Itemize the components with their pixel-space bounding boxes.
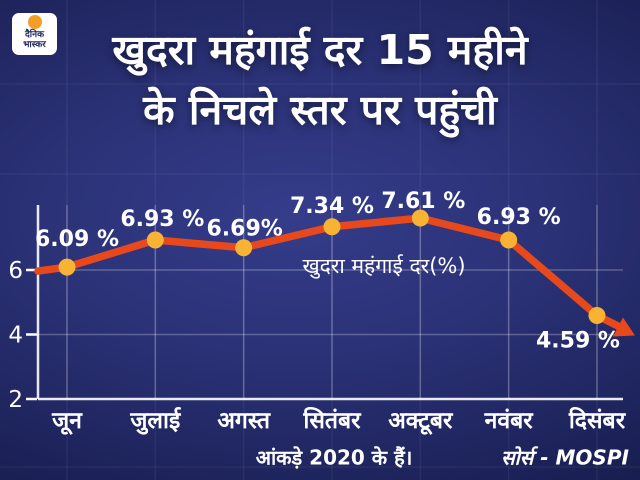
y-tick-label: 6 (8, 258, 23, 284)
value-label: 6.93 % (120, 207, 204, 232)
value-label: 6.93 % (477, 205, 561, 230)
data-point-marker (323, 218, 341, 236)
value-label: 7.34 % (290, 194, 374, 219)
x-axis-label: जून (51, 408, 83, 435)
data-point-marker (235, 239, 253, 257)
x-axis-label: नवंबर (484, 408, 535, 434)
data-point-marker (58, 258, 76, 276)
headline: खुदरा महंगाई दर 15 महीने के निचले स्तर प… (0, 20, 640, 140)
x-axis-label: अक्टूबर (388, 408, 454, 435)
logo-text-line2: भास्कर (23, 40, 46, 50)
data-point-marker (500, 231, 518, 249)
footnote: आंकड़े 2020 के हैं। (255, 445, 413, 470)
dainik-bhaskar-logo: दैनिक भास्कर (12, 13, 57, 55)
value-label: 6.69% (206, 217, 282, 242)
x-axis-label: दिसंबर (568, 406, 627, 434)
x-axis-label: सितंबर (302, 406, 362, 434)
value-label: 6.09 % (35, 227, 119, 252)
chart-legend: खुदरा महंगाई दर(%) (302, 254, 466, 278)
data-point-marker (588, 306, 606, 324)
data-point-marker (146, 231, 164, 249)
headline-line2: के निचले स्तर पर पहुंची (143, 86, 497, 134)
logo-sun-icon (27, 15, 42, 29)
headline-line1: खुदरा महंगाई दर 15 महीने (112, 26, 528, 74)
y-tick-label: 2 (8, 387, 23, 413)
arrowhead-icon (612, 317, 635, 337)
logo-text-line1: दैनिक (24, 30, 45, 40)
y-tick-label: 4 (8, 323, 23, 349)
value-label: 4.59 % (536, 328, 620, 353)
value-label: 7.61 % (381, 189, 465, 214)
x-axis-label: जुलाई (129, 406, 182, 435)
source-credit: सोर्स - MOSPI (501, 445, 629, 470)
x-axis-label: अगस्त (217, 408, 270, 434)
data-point-marker (411, 209, 429, 227)
inflation-line (34, 214, 601, 320)
